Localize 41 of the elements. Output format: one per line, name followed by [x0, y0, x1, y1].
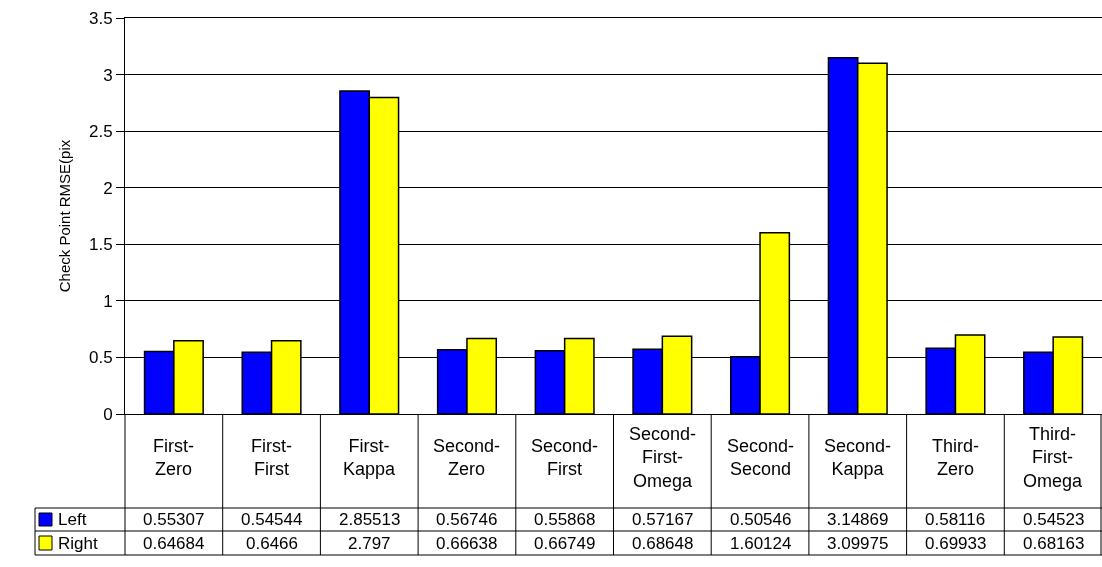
- data-label: 0.58116: [925, 510, 986, 529]
- y-tick-label: 2.5: [88, 122, 113, 142]
- data-label: 2.797: [348, 534, 391, 553]
- data-label: 0.68648: [632, 534, 694, 553]
- y-tick-label: 3: [103, 65, 113, 85]
- x-tick-label: Second-First: [531, 436, 599, 480]
- data-label: 0.54523: [1023, 510, 1085, 529]
- data-label: 0.69933: [925, 534, 987, 553]
- data-label: 0.54544: [241, 510, 303, 529]
- x-tick-label: Third-Zero: [932, 436, 980, 480]
- legend-label: Right: [58, 534, 98, 553]
- y-tick-label: 1.5: [88, 235, 113, 255]
- data-label: 0.66749: [534, 534, 596, 553]
- data-label: 2.85513: [339, 510, 401, 529]
- data-label: 0.68163: [1023, 534, 1085, 553]
- y-tick-label: 1: [103, 291, 113, 311]
- x-tick-label: Second-Kappa: [824, 436, 892, 480]
- data-label: 0.6466: [246, 534, 298, 553]
- x-tick-label: First-First: [251, 436, 292, 480]
- data-label: 0.64684: [143, 534, 205, 553]
- y-tick-label: 0.5: [88, 348, 113, 368]
- data-label: 3.09975: [827, 534, 889, 553]
- x-tick-label: Third-First-Omega: [1023, 424, 1084, 491]
- x-tick-label: First-Kappa: [343, 436, 397, 480]
- x-tick-label: First-Zero: [153, 436, 194, 480]
- y-tick-label: 2: [103, 178, 113, 198]
- data-label: 0.66638: [436, 534, 498, 553]
- data-label: 3.14869: [827, 510, 889, 529]
- legend-label: Left: [58, 510, 87, 529]
- data-label: 0.56746: [436, 510, 498, 529]
- y-tick-label: 3.5: [88, 8, 113, 28]
- data-label: 0.55868: [534, 510, 596, 529]
- data-label: 0.55307: [143, 510, 205, 529]
- data-label: 0.57167: [632, 510, 694, 529]
- x-tick-label: Second-Zero: [433, 436, 501, 480]
- data-label: 1.60124: [730, 534, 792, 553]
- x-tick-label: Second-Second: [727, 436, 795, 480]
- y-axis-title: Check Point RMSE(pix: [56, 139, 74, 293]
- data-label: 0.50546: [730, 510, 792, 529]
- x-tick-label: Second-First-Omega: [629, 424, 697, 491]
- y-tick-label: 0: [103, 404, 113, 424]
